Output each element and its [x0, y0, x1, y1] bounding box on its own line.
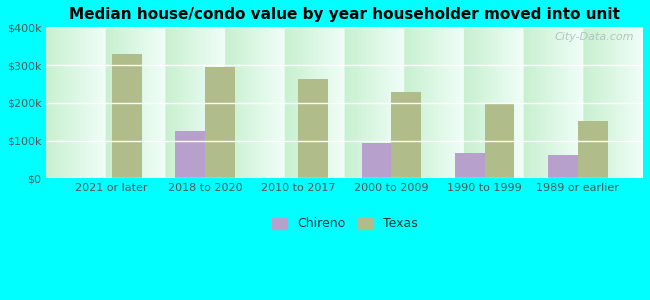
Bar [361, 143, 391, 178]
Bar [205, 67, 235, 178]
Bar [112, 54, 142, 178]
Title: Median house/condo value by year householder moved into unit: Median house/condo value by year househo… [70, 7, 620, 22]
Bar [175, 131, 205, 178]
Bar [455, 153, 485, 178]
Text: City-Data.com: City-Data.com [554, 32, 634, 42]
Bar [578, 121, 608, 178]
Legend: Chireno, Texas: Chireno, Texas [267, 212, 422, 236]
Bar [298, 80, 328, 178]
Bar [391, 92, 421, 178]
Bar [485, 103, 514, 178]
Bar [548, 155, 578, 178]
